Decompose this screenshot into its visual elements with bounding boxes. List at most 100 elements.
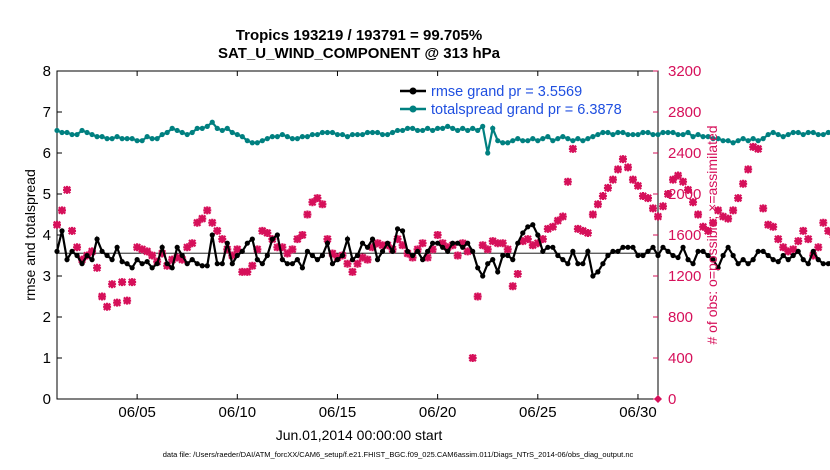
rmse-point bbox=[780, 252, 786, 259]
totalspread-point bbox=[700, 134, 706, 140]
totalspread-point bbox=[294, 136, 300, 142]
totalspread-point bbox=[244, 138, 250, 144]
obs-point bbox=[709, 218, 718, 227]
rmse-point bbox=[795, 248, 801, 254]
obs-point bbox=[819, 218, 828, 227]
totalspread-point bbox=[665, 129, 671, 136]
rmse-point bbox=[199, 263, 205, 269]
totalspread-point bbox=[445, 123, 451, 129]
obs-point bbox=[58, 206, 67, 215]
obs-point bbox=[73, 243, 82, 252]
obs-point bbox=[528, 241, 537, 250]
y-right-tick-label: 1200 bbox=[668, 268, 701, 285]
totalspread-point bbox=[154, 136, 160, 142]
totalspread-point bbox=[765, 131, 771, 138]
obs-point bbox=[789, 245, 798, 254]
obs-point bbox=[93, 263, 102, 272]
x-tick-label: 06/05 bbox=[118, 404, 156, 421]
totalspread-point bbox=[520, 138, 526, 144]
rmse-point bbox=[440, 244, 446, 250]
totalspread-point bbox=[435, 125, 441, 131]
totalspread-point bbox=[374, 129, 381, 136]
plot-area bbox=[56, 70, 659, 400]
rmse-point bbox=[309, 252, 316, 259]
obs-point bbox=[468, 354, 477, 362]
obs-point bbox=[523, 235, 532, 244]
rmse-point bbox=[299, 265, 306, 271]
totalspread-point bbox=[510, 138, 516, 144]
totalspread-point bbox=[560, 134, 566, 140]
totalspread-point bbox=[134, 138, 140, 144]
obs-point bbox=[483, 245, 492, 254]
rmse-point bbox=[364, 244, 371, 250]
rmse-point bbox=[585, 248, 591, 254]
rmse-point bbox=[214, 261, 220, 267]
rmse-point bbox=[169, 265, 175, 271]
rmse-point bbox=[530, 222, 536, 228]
rmse-point bbox=[680, 244, 686, 250]
rmse-point bbox=[610, 248, 616, 254]
totalspread-point bbox=[800, 131, 806, 138]
rmse-point bbox=[129, 265, 135, 271]
legend-spread-marker bbox=[409, 105, 417, 113]
totalspread-point bbox=[720, 138, 726, 144]
rmse-point bbox=[114, 244, 120, 250]
rmse-point bbox=[229, 261, 235, 267]
obs-point bbox=[679, 177, 688, 186]
totalspread-point bbox=[304, 134, 311, 140]
obs-point bbox=[664, 190, 673, 198]
totalspread-point bbox=[815, 131, 821, 138]
obs-point bbox=[123, 296, 132, 305]
obs-point bbox=[178, 255, 187, 264]
totalspread-point bbox=[119, 136, 125, 142]
totalspread-point bbox=[585, 136, 591, 142]
totalspread-point bbox=[805, 129, 811, 136]
totalspread-point bbox=[730, 140, 736, 146]
obs-point bbox=[593, 200, 602, 209]
rmse-point bbox=[575, 261, 581, 267]
obs-point bbox=[714, 206, 723, 215]
rmse-point bbox=[660, 244, 666, 250]
y-right-tick-label: 1600 bbox=[668, 227, 701, 244]
y-left-tick-label: 2 bbox=[43, 309, 51, 326]
totalspread-point bbox=[84, 129, 90, 136]
obs-point bbox=[724, 214, 733, 223]
rmse-point bbox=[349, 257, 356, 263]
obs-point bbox=[669, 175, 678, 184]
rmse-point bbox=[655, 252, 661, 259]
totalspread-point bbox=[645, 129, 651, 136]
obs-point bbox=[438, 239, 447, 248]
totalspread-point bbox=[404, 125, 411, 131]
x-tick-label: 06/25 bbox=[519, 404, 557, 421]
legend-spread-label: totalspread grand pr = 6.3878 bbox=[431, 102, 622, 118]
obs-point bbox=[689, 198, 698, 207]
rmse-point bbox=[815, 257, 821, 263]
obs-point bbox=[769, 222, 778, 231]
obs-point bbox=[308, 198, 317, 207]
totalspread-point bbox=[129, 136, 135, 142]
y-left-tick-label: 1 bbox=[43, 350, 51, 367]
rmse-point bbox=[520, 230, 526, 236]
totalspread-point bbox=[795, 129, 801, 136]
rmse-point bbox=[555, 252, 561, 259]
obs-point bbox=[704, 226, 713, 235]
totalspread-point bbox=[455, 127, 461, 134]
rmse-point bbox=[164, 261, 170, 267]
rmse-point bbox=[540, 248, 546, 254]
totalspread-point bbox=[69, 131, 75, 138]
rmse-point bbox=[249, 236, 255, 242]
rmse-point bbox=[475, 265, 481, 271]
totalspread-point bbox=[450, 125, 456, 131]
totalspread-point bbox=[495, 138, 501, 144]
rmse-point bbox=[384, 240, 391, 246]
obs-point bbox=[373, 239, 382, 248]
totalspread-point bbox=[595, 131, 601, 138]
obs-point bbox=[463, 247, 472, 256]
obs-point bbox=[223, 245, 232, 254]
legend-rmse-marker bbox=[409, 87, 417, 95]
obs-point bbox=[759, 204, 768, 213]
footer-data-file: data file: /Users/raeder/DAI/ATM_forcXX/… bbox=[163, 450, 634, 459]
rmse-point bbox=[600, 261, 606, 267]
rmse-point bbox=[374, 257, 381, 263]
rmse-point bbox=[645, 248, 651, 254]
